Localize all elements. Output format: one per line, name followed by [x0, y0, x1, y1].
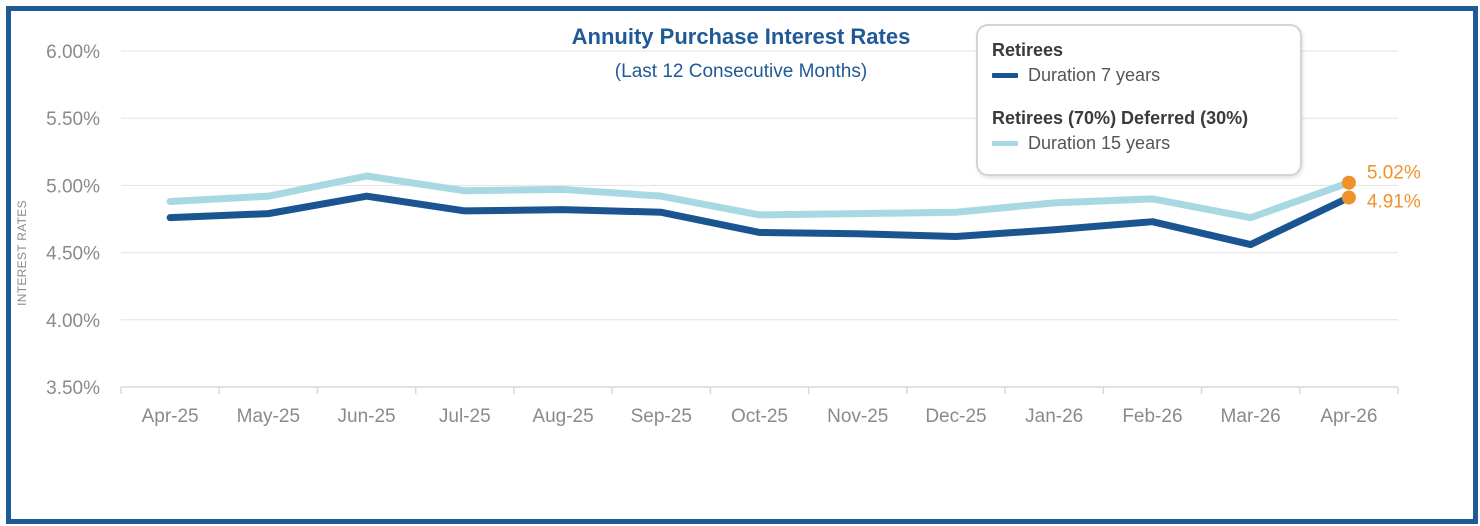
end-value-label: 5.02%	[1367, 163, 1421, 184]
legend-group-title: Retirees	[992, 40, 1064, 60]
legend-group-retirees-deferred: Retirees (70%) Deferred (30%) Duration 1…	[992, 108, 1248, 154]
end-markers: 5.02% 4.91%	[1341, 163, 1421, 212]
x-tick-label: Oct-25	[731, 406, 788, 427]
legend-group-retirees: Retirees Duration 7 years	[992, 40, 1160, 86]
x-tick-label: Apr-25	[142, 406, 199, 427]
legend-item-duration-15: Duration 15 years	[992, 133, 1248, 154]
x-tick-label: May-25	[237, 406, 300, 427]
y-tick-label: 3.50%	[46, 378, 100, 399]
x-tick-label: Jul-25	[439, 406, 491, 427]
y-tick-label: 4.00%	[46, 311, 100, 332]
x-tick-label: Mar-26	[1221, 406, 1281, 427]
y-axis-label: INTEREST RATES	[15, 200, 29, 306]
chart-title: Annuity Purchase Interest Rates	[572, 24, 911, 49]
legend-item-label: Duration 15 years	[1028, 133, 1171, 153]
y-tick-label: 5.50%	[46, 109, 100, 130]
legend-swatch-light-blue	[992, 141, 1018, 146]
series-line-duration-7	[166, 192, 1353, 249]
legend-item-duration-7: Duration 7 years	[992, 65, 1160, 86]
y-tick-label: 5.00%	[46, 176, 100, 197]
legend-item-label: Duration 7 years	[1028, 65, 1161, 85]
end-point-marker	[1341, 190, 1356, 205]
legend-swatch-dark-blue	[992, 73, 1018, 78]
x-tick-label: Sep-25	[631, 406, 692, 427]
x-tick-label: Nov-25	[827, 406, 888, 427]
x-tick-label: Apr-26	[1320, 406, 1377, 427]
y-tick-label: 4.50%	[46, 244, 100, 265]
x-axis-ticks: Apr-25 May-25 Jun-25 Jul-25 Aug-25 Sep-25 Oct-…	[120, 387, 1399, 427]
end-point-marker	[1341, 175, 1356, 190]
end-value-label: 4.91%	[1367, 191, 1421, 212]
y-axis-ticks: 3.50% 4.00% 4.50% 5.00% 5.50% 6.00%	[46, 42, 100, 399]
legend: Retirees Duration 7 years Retirees (70%)…	[976, 24, 1302, 176]
x-tick-label: Aug-25	[532, 406, 593, 427]
series-lines	[166, 172, 1353, 249]
x-tick-label: Jan-26	[1025, 406, 1083, 427]
chart-subtitle: (Last 12 Consecutive Months)	[615, 61, 867, 82]
x-tick-label: Jun-25	[338, 406, 396, 427]
legend-group-title: Retirees (70%) Deferred (30%)	[992, 108, 1249, 128]
y-tick-label: 6.00%	[46, 42, 100, 63]
x-tick-label: Dec-25	[925, 406, 986, 427]
x-tick-label: Feb-26	[1122, 406, 1182, 427]
series-line-duration-15	[166, 172, 1353, 222]
